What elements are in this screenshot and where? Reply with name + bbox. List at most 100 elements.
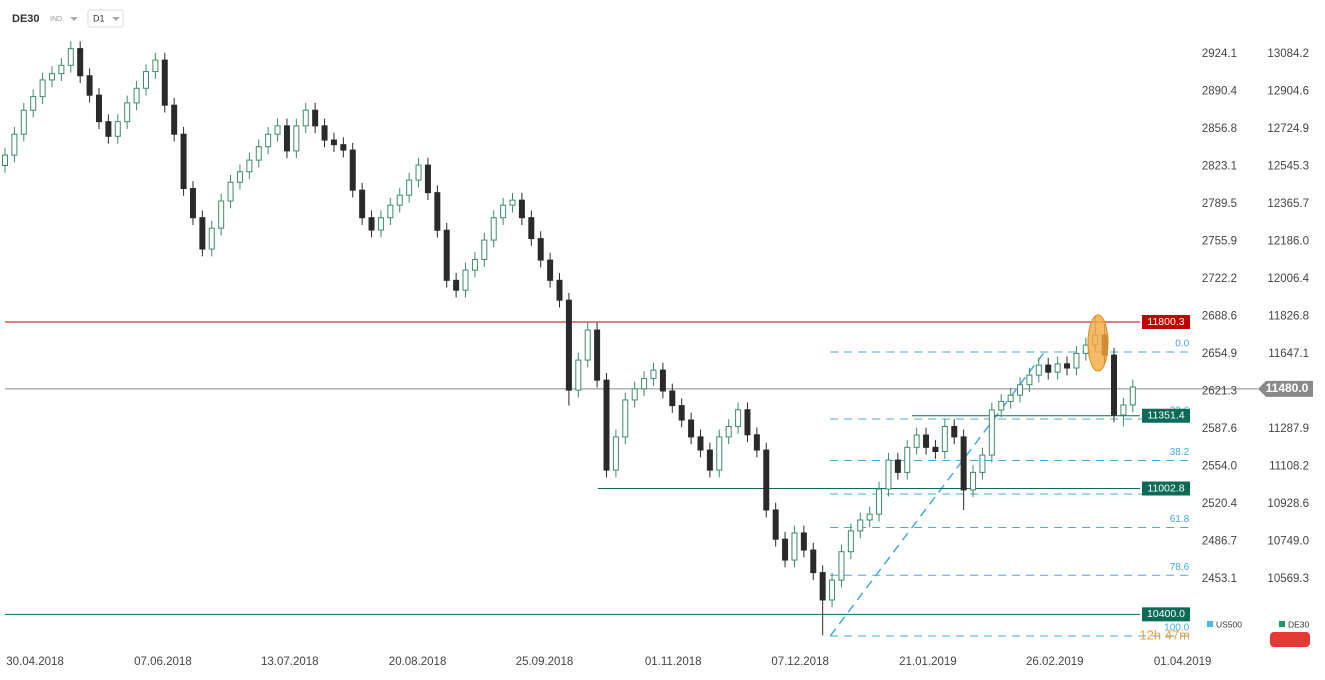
candle-body [913,434,920,448]
fib-label: 100.0 [1164,623,1189,634]
fib-label: 61.8 [1170,514,1190,525]
y2-tick-label: 2520.4 [1202,498,1238,510]
x-tick-label: 26.02.2019 [1026,656,1084,668]
y-tick-label: 12365.7 [1267,198,1309,210]
y2-tick-label: 2856.8 [1202,123,1237,135]
candle-body [1054,363,1061,373]
y-tick-label: 11647.1 [1268,348,1309,360]
y2-tick-label: 2654.9 [1202,348,1237,360]
candle-body [669,390,676,407]
candle-body [471,258,478,271]
x-tick-label: 01.11.2018 [645,656,702,668]
y-tick-label: 12545.3 [1267,161,1309,173]
candle-body [274,125,281,135]
candle-body [58,64,65,75]
price-badge [1258,380,1313,397]
candle-body [500,204,507,219]
timeframe-box[interactable] [87,9,124,28]
market-dropdown[interactable] [70,17,78,21]
candle-body [631,388,638,401]
level-badge [1142,481,1190,496]
y-tick-label: 10569.3 [1267,573,1309,585]
candle-body [829,579,836,601]
y-tick-label: 13084.2 [1267,48,1309,60]
legend-label: DE30 [1288,619,1310,629]
candle-body [283,125,290,152]
candle-body [744,409,751,436]
candle-body [641,377,648,390]
legend-label: US500 [1216,619,1242,629]
candle-body [321,125,328,141]
candle-body [377,217,384,231]
candle-body [678,405,685,421]
timeframe-dropdown[interactable] [112,17,120,21]
x-tick-label: 13.07.2018 [261,656,319,668]
candle-body [791,532,798,561]
candle-body [565,299,572,391]
candle-body [932,446,939,453]
fib-label: 38.2 [1170,447,1190,458]
candle-body [594,329,601,381]
candle-body [20,109,27,135]
candle-body [255,146,262,161]
y-tick-label: 11108.2 [1269,461,1309,473]
candle-body [424,164,431,194]
candle-body [650,369,657,379]
candle-body [171,104,178,135]
x-tick-label: 25.09.2018 [516,656,574,668]
candle-body [152,59,159,73]
symbol: DE30 [12,13,40,25]
candle-body [537,238,544,261]
y-tick-label: 12724.9 [1267,123,1309,135]
candle-body [67,48,74,66]
candle-body [518,199,525,219]
y2-tick-label: 2587.6 [1202,423,1237,435]
candle-body [706,449,713,471]
y2-tick-label: 2755.9 [1202,235,1237,247]
candle-body [885,459,892,490]
candle-body [77,48,84,77]
countdown: 12h 47m [1139,627,1190,642]
candle-body [349,149,356,191]
candle-body [142,71,149,89]
candle-body [481,239,488,260]
x-tick-label: 07.06.2018 [134,656,192,668]
candle-body [970,471,977,491]
level-badge [1142,408,1190,423]
candle-body [434,192,441,231]
candle-body [509,199,516,206]
level-badge-label: 11800.3 [1147,316,1184,328]
y-tick-label: 10749.0 [1267,536,1309,548]
candle-body [387,204,394,219]
x-tick-label: 30.04.2018 [6,656,64,668]
x-tick-label: 20.08.2018 [389,656,447,668]
candle-body [246,159,253,173]
candle-body [556,279,563,301]
y-tick-label: 11287.9 [1268,423,1309,435]
candle-body [603,379,610,471]
x-tick-label: 07.12.2018 [771,656,829,668]
candle-body [753,434,760,451]
candle-body [923,434,930,448]
candle-body [847,530,854,553]
candle-body [838,551,845,581]
candle-body [894,459,901,473]
y-tick-label: 12904.6 [1267,86,1309,98]
candle-body [396,194,403,206]
y-tick-label: 10928.6 [1267,498,1309,510]
y2-tick-label: 2789.5 [1202,198,1237,210]
candle-body [30,96,37,111]
action-button[interactable] [1270,632,1310,647]
candle-body [208,227,215,250]
candle-body [236,171,243,183]
level-badge-label: 11002.8 [1147,482,1184,494]
candle-body [1073,352,1080,369]
candle-body [1045,364,1052,373]
candle-body [330,139,337,146]
candle-body [293,125,300,152]
candle-body [988,409,995,456]
candle-body [622,399,629,438]
candle-body [406,179,413,196]
y2-tick-label: 2688.6 [1202,311,1237,323]
candle-body [2,154,8,167]
